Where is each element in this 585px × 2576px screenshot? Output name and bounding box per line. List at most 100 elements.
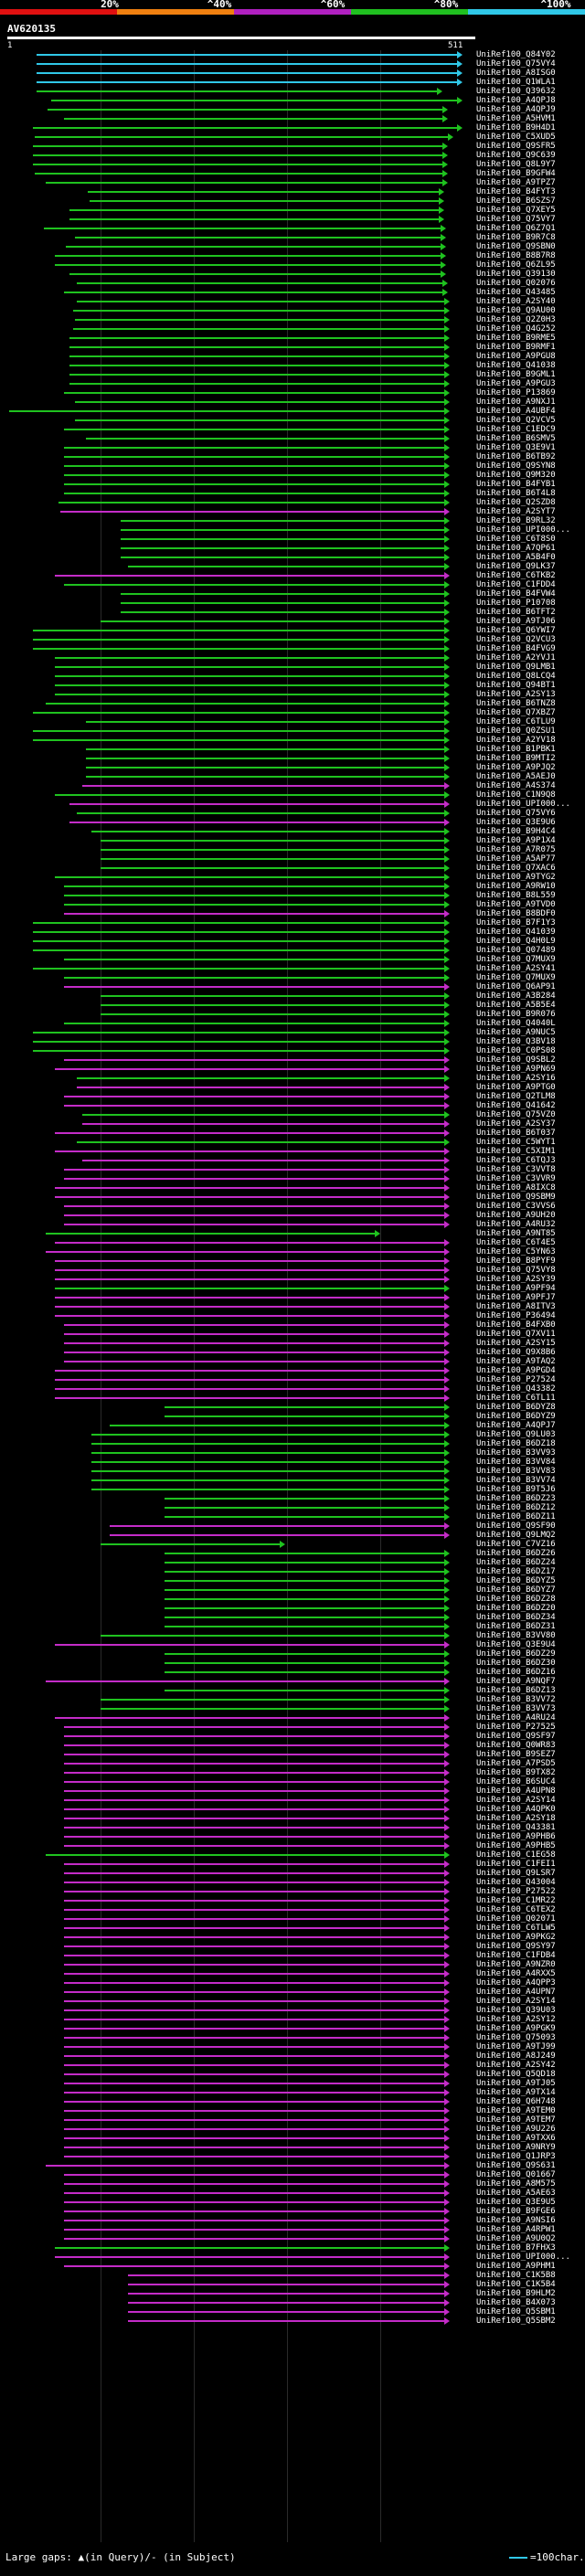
hit-row[interactable]: UniRef100_Q9S631 [0,2161,585,2171]
alignment-bar[interactable] [64,1955,444,1956]
hit-row[interactable]: UniRef100_A9PHB5 [0,1841,585,1851]
alignment-bar[interactable] [64,2055,444,2057]
hit-label-link[interactable]: UniRef100_A9PGD4 [476,1366,556,1375]
alignment-bar[interactable] [165,1662,444,1664]
hit-row[interactable]: UniRef100_B9SEZ7 [0,1750,585,1760]
hit-row[interactable]: UniRef100_A2SY40 [0,297,585,307]
hit-row[interactable]: UniRef100_Q43382 [0,1384,585,1394]
hit-label-link[interactable]: UniRef100_Q2TLM8 [476,1092,556,1101]
alignment-bar[interactable] [165,1580,444,1582]
hit-label-link[interactable]: UniRef100_Q75VY4 [476,59,556,69]
hit-row[interactable]: UniRef100_A9TEM0 [0,2106,585,2116]
hit-label-link[interactable]: UniRef100_Q9LSR7 [476,1869,556,1878]
alignment-bar[interactable] [64,1772,444,1774]
alignment-bar[interactable] [69,218,439,220]
hit-row[interactable]: UniRef100_A9PKG2 [0,1933,585,1943]
hit-row[interactable]: UniRef100_A9PHM1 [0,2262,585,2272]
hit-label-link[interactable]: UniRef100_C6TLW5 [476,1924,556,1933]
alignment-bar[interactable] [165,1671,444,1673]
alignment-bar[interactable] [86,776,444,778]
hit-label-link[interactable]: UniRef100_Q0WR83 [476,1741,556,1750]
alignment-bar[interactable] [64,986,444,988]
alignment-bar[interactable] [101,1635,444,1637]
hit-label-link[interactable]: UniRef100_UPI000... [476,525,570,535]
hit-label-link[interactable]: UniRef100_A4RU32 [476,1220,556,1229]
hit-row[interactable]: UniRef100_UPI000... [0,800,585,810]
hit-row[interactable]: UniRef100_A4UPN7 [0,1988,585,1998]
hit-label-link[interactable]: UniRef100_Q3E9U5 [476,2198,556,2207]
hit-label-link[interactable]: UniRef100_A9PKG2 [476,1933,556,1942]
alignment-bar[interactable] [37,72,457,74]
hit-row[interactable]: UniRef100_Q9LU03 [0,1430,585,1440]
alignment-bar[interactable] [64,1799,444,1801]
hit-row[interactable]: UniRef100_A9TJ06 [0,617,585,627]
hit-row[interactable]: UniRef100_B6TB92 [0,452,585,462]
alignment-bar[interactable] [64,2229,444,2231]
alignment-bar[interactable] [90,200,439,202]
hit-label-link[interactable]: UniRef100_A9PF94 [476,1284,556,1293]
hit-label-link[interactable]: UniRef100_A2SY14 [476,1997,556,2006]
hit-row[interactable]: UniRef100_C1FDD4 [0,580,585,590]
hit-row[interactable]: UniRef100_B3VV93 [0,1448,585,1458]
alignment-bar[interactable] [128,2284,444,2285]
hit-label-link[interactable]: UniRef100_Q6AP91 [476,982,556,991]
alignment-bar[interactable] [46,1233,375,1235]
alignment-bar[interactable] [55,1068,444,1070]
alignment-bar[interactable] [55,1278,444,1280]
hit-row[interactable]: UniRef100_C3VVS6 [0,1202,585,1212]
alignment-bar[interactable] [55,1187,444,1189]
hit-label-link[interactable]: UniRef100_B6DZ23 [476,1494,556,1503]
alignment-bar[interactable] [51,100,457,101]
hit-label-link[interactable]: UniRef100_A7PSD5 [476,1759,556,1768]
alignment-bar[interactable] [165,1415,444,1417]
alignment-bar[interactable] [64,493,444,494]
hit-label-link[interactable]: UniRef100_Q07489 [476,946,556,955]
alignment-bar[interactable] [33,648,444,650]
alignment-bar[interactable] [101,1004,444,1006]
hit-label-link[interactable]: UniRef100_A8ISG0 [476,69,556,78]
hit-row[interactable]: UniRef100_B6DZ26 [0,1549,585,1559]
hit-label-link[interactable]: UniRef100_Q8L9Y7 [476,160,556,169]
alignment-bar[interactable] [110,1534,444,1536]
hit-row[interactable]: UniRef100_A5AEJ0 [0,772,585,782]
alignment-bar[interactable] [101,1708,444,1710]
hit-row[interactable]: UniRef100_C7VZ16 [0,1540,585,1550]
alignment-bar[interactable] [64,895,444,896]
alignment-bar[interactable] [64,483,444,485]
alignment-bar[interactable] [64,2073,444,2075]
hit-label-link[interactable]: UniRef100_Q2VCV5 [476,416,556,425]
hit-row[interactable]: UniRef100_Q75VY6 [0,809,585,819]
hit-label-link[interactable]: UniRef100_Q94BT1 [476,681,556,690]
hit-row[interactable]: UniRef100_P27524 [0,1375,585,1385]
alignment-bar[interactable] [64,2119,444,2121]
alignment-bar[interactable] [33,949,444,951]
hit-label-link[interactable]: UniRef100_A4S374 [476,781,556,790]
alignment-bar[interactable] [33,968,444,970]
alignment-bar[interactable] [55,1306,444,1308]
alignment-bar[interactable] [64,474,444,476]
hit-row[interactable]: UniRef100_B4FVG9 [0,644,585,654]
hit-row[interactable]: UniRef100_Q41039 [0,928,585,938]
alignment-bar[interactable] [64,1945,444,1947]
hit-row[interactable]: UniRef100_B3VV80 [0,1631,585,1641]
hit-label-link[interactable]: UniRef100_Q4G252 [476,324,556,334]
hit-row[interactable]: UniRef100_A9P1X4 [0,836,585,846]
hit-row[interactable]: UniRef100_A2SY39 [0,1275,585,1285]
hit-row[interactable]: UniRef100_A5AE63 [0,2189,585,2199]
alignment-bar[interactable] [35,173,442,175]
alignment-bar[interactable] [121,520,444,522]
alignment-bar[interactable] [101,849,444,851]
hit-row[interactable]: UniRef100_UPI000... [0,525,585,535]
alignment-bar[interactable] [44,228,441,229]
hit-row[interactable]: UniRef100_Q1WLA1 [0,78,585,88]
hit-label-link[interactable]: UniRef100_A9PJQ2 [476,763,556,772]
hit-row[interactable]: UniRef100_B6SUC4 [0,1777,585,1787]
alignment-bar[interactable] [33,154,442,156]
hit-row[interactable]: UniRef100_Q9SY97 [0,1942,585,1952]
hit-label-link[interactable]: UniRef100_B6SUC4 [476,1777,556,1786]
hit-label-link[interactable]: UniRef100_B9RME5 [476,334,556,343]
hit-label-link[interactable]: UniRef100_Q6H748 [476,2097,556,2106]
alignment-bar[interactable] [69,209,439,211]
alignment-bar[interactable] [55,2247,444,2249]
alignment-bar[interactable] [64,1808,444,1810]
